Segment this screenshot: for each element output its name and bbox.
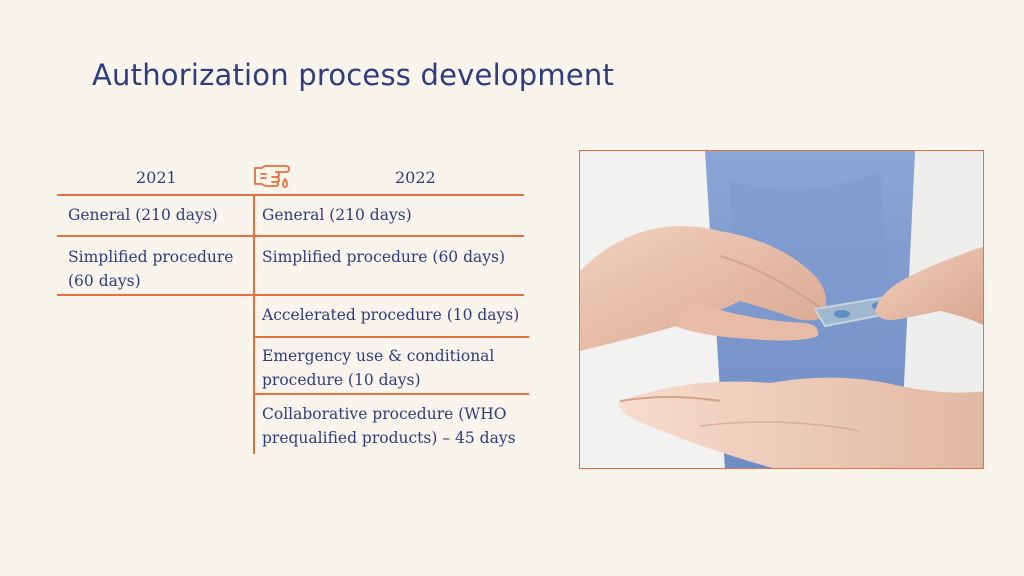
cell-2022-accelerated: Accelerated procedure (10 days) xyxy=(262,306,520,324)
row-divider-4 xyxy=(254,393,529,395)
header-divider xyxy=(57,194,524,196)
cell-2021-simplified: Simplified procedure (60 days) xyxy=(68,248,234,290)
row-divider-2 xyxy=(254,294,524,296)
cell-2021-general: General (210 days) xyxy=(68,206,218,224)
page-title: Authorization process development xyxy=(92,58,615,92)
pointing-hand-icon xyxy=(254,164,290,188)
cell-2022-general: General (210 days) xyxy=(262,206,412,224)
row-divider-3 xyxy=(254,336,529,338)
column-header-2021: 2021 xyxy=(136,168,177,187)
hands-holding-blister-pack-photo xyxy=(579,150,984,469)
row-divider-2021-end xyxy=(57,294,253,296)
cell-2022-collaborative: Collaborative procedure (WHO prequalifie… xyxy=(262,405,516,447)
cell-2022-emergency: Emergency use & conditional procedure (1… xyxy=(262,347,495,389)
column-divider xyxy=(253,194,255,454)
column-header-2022: 2022 xyxy=(395,168,436,187)
cell-2022-simplified: Simplified procedure (60 days) xyxy=(262,248,506,266)
row-divider-1 xyxy=(57,235,524,237)
